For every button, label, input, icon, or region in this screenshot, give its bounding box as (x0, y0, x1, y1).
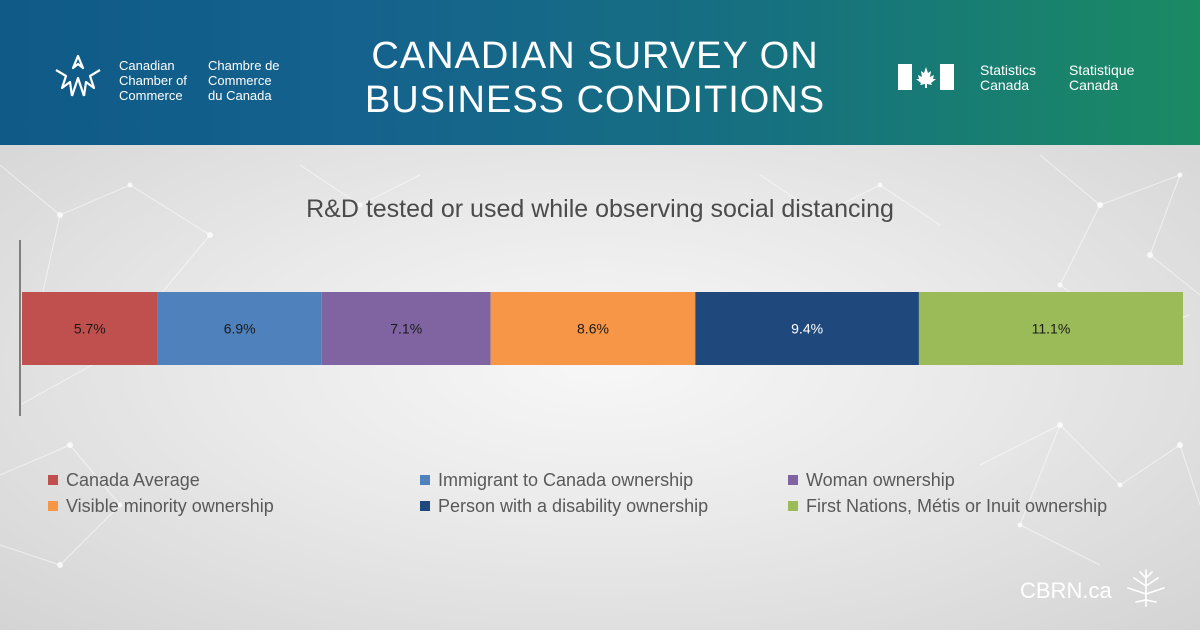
chart-background (0, 145, 1200, 630)
legend-label: Immigrant to Canada ownership (438, 470, 694, 490)
bar-group: 5.7% 6.9% 7.1% 8.6% 9.4% 11.1% (22, 292, 1183, 365)
legend-swatch (788, 475, 798, 485)
bar-segment-6 (918, 292, 1183, 365)
header-banner: Canadian Chamber of Commerce Chambre de … (0, 0, 1200, 145)
bar-value-label: 5.7% (74, 321, 106, 337)
canada-flag-icon (898, 64, 954, 90)
legend-swatch (420, 501, 430, 511)
legend-label: First Nations, Métis or Inuit ownership (806, 496, 1108, 516)
legend-label: Visible minority ownership (66, 496, 274, 516)
bar-segment-5 (695, 292, 919, 365)
bar-segment-4 (490, 292, 696, 365)
legend-swatch (788, 501, 798, 511)
statcan-name-french: Statistique Canada (1069, 62, 1135, 93)
legend-item: Visible minority ownership (48, 496, 274, 518)
legend-item: First Nations, Métis or Inuit ownership (788, 496, 1107, 518)
chart-title: R&D tested or used while observing socia… (306, 195, 894, 223)
legend-item: Person with a disability ownership (420, 496, 708, 518)
bar-segment-1 (22, 292, 158, 365)
legend-label: Canada Average (66, 470, 200, 490)
legend-item: Woman ownership (788, 470, 955, 492)
bar-value-label: 6.9% (224, 321, 256, 337)
bar-value-label: 11.1% (1032, 321, 1071, 337)
ccc-name-french: Chambre de Commerce du Canada (208, 58, 280, 103)
bar-value-label: 7.1% (390, 321, 422, 337)
ccc-name-english: Canadian Chamber of Commerce (119, 58, 187, 103)
maple-leaf-icon (1127, 569, 1165, 607)
legend-item: Canada Average (48, 470, 200, 492)
legend-label: Person with a disability ownership (438, 496, 709, 516)
bar-segment-3 (321, 292, 491, 365)
ccc-logo-icon (55, 54, 101, 97)
legend-swatch (420, 475, 430, 485)
bar-value-label: 9.4% (791, 321, 823, 337)
legend-item: Immigrant to Canada ownership (420, 470, 693, 492)
statcan-name-english: Statistics Canada (980, 62, 1037, 93)
legend-swatch (48, 475, 58, 485)
page-title: CANADIAN SURVEY ON BUSINESS CONDITIONS (364, 35, 826, 121)
legend-label: Woman ownership (806, 470, 955, 490)
bar-value-label: 8.6% (577, 321, 609, 337)
cbrn-brand: CBRN.ca (1020, 578, 1112, 603)
legend-swatch (48, 501, 58, 511)
bar-segment-2 (157, 292, 322, 365)
